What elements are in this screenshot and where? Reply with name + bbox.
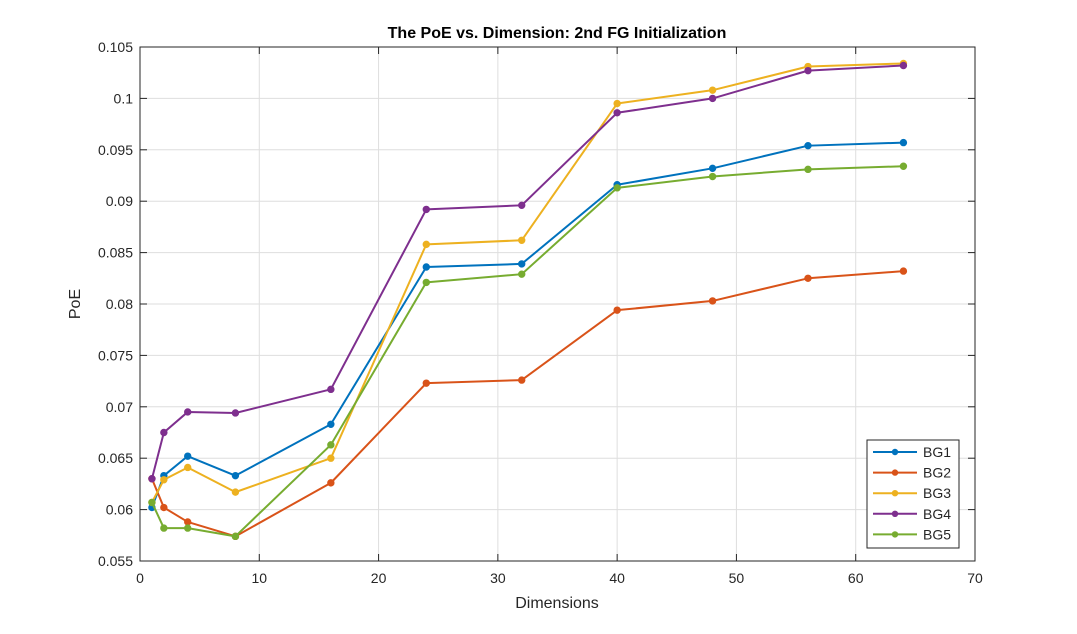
data-point-bg1 [327,420,335,428]
data-point-bg1 [184,452,192,460]
data-point-bg1 [804,141,812,150]
data-point-bg5 [160,524,168,532]
data-point-bg4 [184,408,192,416]
y-tick-label: 0.075 [98,347,133,363]
x-tick-label: 40 [609,570,625,586]
data-point-bg4 [327,385,335,394]
data-point-bg2 [804,274,812,282]
data-point-bg5 [422,278,430,287]
legend-label-bg4: BG4 [923,506,951,522]
data-point-bg2 [160,503,168,512]
data-point-bg2 [899,267,908,275]
legend-marker-bg3 [891,490,899,497]
data-point-bg5 [148,498,156,507]
y-tick-label: 0.055 [98,553,133,569]
x-tick-label: 70 [967,570,983,586]
legend-label-bg2: BG2 [923,465,951,481]
data-point-bg5 [231,532,240,541]
data-point-bg4 [231,409,240,417]
series-bg3 [148,59,908,507]
legend-label-bg1: BG1 [923,444,951,460]
data-point-bg4 [160,428,168,437]
data-point-bg2 [422,379,430,387]
x-tick-label: 30 [490,570,506,586]
series-lines [148,59,908,541]
data-point-bg4 [422,205,430,214]
legend-label-bg5: BG5 [923,526,951,542]
data-point-bg5 [518,270,526,278]
data-point-bg3 [708,86,717,94]
data-point-bg5 [708,172,717,181]
data-point-bg4 [708,94,717,103]
chart-title: The PoE vs. Dimension: 2nd FG Initializa… [388,25,727,42]
data-point-bg5 [613,184,621,192]
data-point-bg1 [899,138,908,147]
axis-ticks: 0 10 20 30 40 50 60 70 0.055 0.06 0.065 0.07 0.075 0.… [98,39,983,586]
y-tick-label: 0.095 [98,142,133,158]
y-tick-label: 0.08 [106,296,133,312]
data-point-bg2 [518,376,526,384]
data-point-bg3 [327,454,335,462]
legend-marker-bg4 [891,510,899,517]
data-point-bg4 [804,66,812,75]
data-point-bg3 [231,488,240,496]
series-bg5 [148,162,908,541]
y-axis-title: PoE [67,289,84,319]
data-point-bg4 [148,475,156,483]
data-point-bg3 [422,240,430,249]
x-tick-label: 60 [848,570,864,586]
x-tick-label: 20 [371,570,387,586]
series-bg1 [148,138,908,512]
legend-marker-bg1 [891,448,899,456]
data-point-bg3 [613,99,621,108]
data-point-bg2 [327,479,335,487]
y-tick-label: 0.065 [98,450,133,466]
x-tick-label: 50 [729,570,745,586]
data-point-bg1 [231,471,240,480]
legend: BG1 BG2 BG3 BG4 BG5 [866,439,960,549]
data-point-bg1 [422,263,430,271]
data-point-bg5 [327,441,335,449]
grid-lines [140,47,975,561]
data-point-bg4 [899,61,908,70]
data-point-bg5 [184,524,192,532]
y-tick-label: 0.07 [106,399,133,415]
y-tick-label: 0.09 [106,193,133,209]
y-tick-label: 0.06 [106,502,133,518]
x-tick-label: 0 [136,570,144,586]
data-point-bg2 [613,306,621,314]
legend-marker-bg2 [891,469,899,476]
legend-label-bg3: BG3 [923,485,951,501]
data-point-bg1 [708,164,717,173]
data-point-bg2 [708,297,717,305]
data-point-bg1 [518,260,526,268]
data-point-bg3 [184,463,192,472]
data-point-bg4 [518,201,526,210]
y-tick-label: 0.1 [114,90,134,106]
y-tick-label: 0.105 [98,39,133,55]
x-axis-title: Dimensions [515,595,599,612]
data-point-bg2 [184,518,192,526]
data-point-bg3 [160,476,168,484]
data-point-bg5 [804,165,812,174]
legend-marker-bg5 [891,531,899,538]
x-tick-label: 10 [251,570,267,586]
data-point-bg3 [518,236,526,244]
y-tick-label: 0.085 [98,245,133,261]
series-bg4 [148,61,908,483]
data-point-bg5 [899,162,908,170]
data-point-bg4 [613,109,621,117]
